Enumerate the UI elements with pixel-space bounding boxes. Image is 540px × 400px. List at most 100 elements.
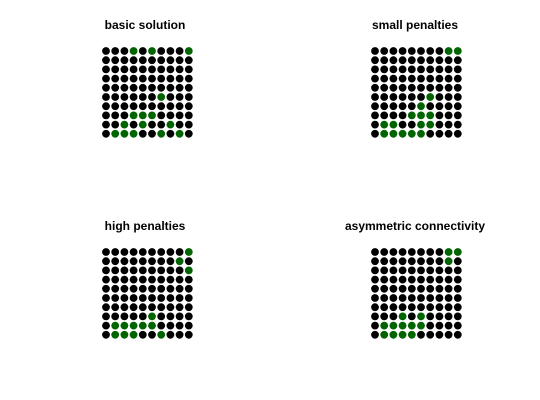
unselected-point bbox=[176, 285, 184, 293]
unselected-point bbox=[380, 285, 388, 293]
unselected-point bbox=[399, 47, 407, 55]
unselected-point bbox=[139, 285, 147, 293]
unselected-point bbox=[157, 248, 165, 256]
selected-point bbox=[445, 47, 453, 55]
unselected-point bbox=[454, 75, 462, 83]
unselected-point bbox=[408, 276, 416, 284]
unselected-point bbox=[399, 112, 407, 120]
selected-point bbox=[139, 112, 147, 120]
unselected-point bbox=[454, 66, 462, 74]
unselected-point bbox=[176, 303, 184, 311]
unselected-point bbox=[417, 47, 425, 55]
unselected-point bbox=[445, 285, 453, 293]
unselected-point bbox=[408, 267, 416, 275]
unselected-point bbox=[371, 276, 379, 284]
selected-point bbox=[121, 130, 129, 138]
unselected-point bbox=[454, 130, 462, 138]
unselected-point bbox=[157, 112, 165, 120]
unselected-point bbox=[417, 294, 425, 302]
unselected-point bbox=[445, 66, 453, 74]
unselected-point bbox=[167, 56, 175, 64]
selected-point bbox=[408, 112, 416, 120]
unselected-point bbox=[390, 112, 398, 120]
unselected-point bbox=[426, 294, 434, 302]
selected-point bbox=[148, 112, 156, 120]
unselected-point bbox=[417, 303, 425, 311]
unselected-point bbox=[130, 248, 138, 256]
unselected-point bbox=[148, 276, 156, 284]
selected-point bbox=[157, 331, 165, 339]
unselected-point bbox=[102, 47, 110, 55]
unselected-point bbox=[130, 303, 138, 311]
unselected-point bbox=[185, 294, 193, 302]
panel-4-dots bbox=[371, 248, 462, 339]
unselected-point bbox=[436, 84, 444, 92]
panel-2-dots bbox=[371, 47, 462, 138]
unselected-point bbox=[426, 47, 434, 55]
unselected-point bbox=[130, 121, 138, 129]
unselected-point bbox=[102, 56, 110, 64]
unselected-point bbox=[436, 121, 444, 129]
unselected-point bbox=[139, 276, 147, 284]
unselected-point bbox=[454, 56, 462, 64]
unselected-point bbox=[390, 313, 398, 321]
unselected-point bbox=[185, 66, 193, 74]
unselected-point bbox=[371, 267, 379, 275]
unselected-point bbox=[176, 56, 184, 64]
unselected-point bbox=[157, 56, 165, 64]
unselected-point bbox=[130, 257, 138, 265]
unselected-point bbox=[436, 294, 444, 302]
unselected-point bbox=[436, 313, 444, 321]
unselected-point bbox=[102, 121, 110, 129]
unselected-point bbox=[130, 66, 138, 74]
selected-point bbox=[426, 112, 434, 120]
unselected-point bbox=[121, 93, 129, 101]
unselected-point bbox=[139, 331, 147, 339]
unselected-point bbox=[417, 75, 425, 83]
unselected-point bbox=[436, 248, 444, 256]
unselected-point bbox=[185, 112, 193, 120]
unselected-point bbox=[130, 102, 138, 110]
unselected-point bbox=[390, 75, 398, 83]
selected-point bbox=[130, 130, 138, 138]
unselected-point bbox=[408, 257, 416, 265]
unselected-point bbox=[102, 276, 110, 284]
unselected-point bbox=[380, 303, 388, 311]
unselected-point bbox=[185, 303, 193, 311]
unselected-point bbox=[408, 121, 416, 129]
unselected-point bbox=[139, 56, 147, 64]
unselected-point bbox=[139, 294, 147, 302]
unselected-point bbox=[157, 102, 165, 110]
unselected-point bbox=[167, 285, 175, 293]
unselected-point bbox=[121, 102, 129, 110]
unselected-point bbox=[148, 248, 156, 256]
unselected-point bbox=[111, 303, 119, 311]
selected-point bbox=[380, 331, 388, 339]
unselected-point bbox=[185, 257, 193, 265]
unselected-point bbox=[371, 257, 379, 265]
unselected-point bbox=[130, 276, 138, 284]
unselected-point bbox=[380, 75, 388, 83]
unselected-point bbox=[445, 130, 453, 138]
selected-point bbox=[111, 130, 119, 138]
unselected-point bbox=[436, 285, 444, 293]
unselected-point bbox=[167, 130, 175, 138]
selected-point bbox=[185, 47, 193, 55]
unselected-point bbox=[102, 294, 110, 302]
unselected-point bbox=[426, 248, 434, 256]
unselected-point bbox=[185, 331, 193, 339]
unselected-point bbox=[176, 112, 184, 120]
unselected-point bbox=[157, 47, 165, 55]
selected-point bbox=[399, 130, 407, 138]
unselected-point bbox=[176, 276, 184, 284]
unselected-point bbox=[436, 331, 444, 339]
panel-3-dots bbox=[102, 248, 193, 339]
unselected-point bbox=[371, 84, 379, 92]
unselected-point bbox=[417, 56, 425, 64]
unselected-point bbox=[130, 93, 138, 101]
unselected-point bbox=[148, 56, 156, 64]
unselected-point bbox=[157, 285, 165, 293]
selected-point bbox=[167, 121, 175, 129]
unselected-point bbox=[176, 294, 184, 302]
